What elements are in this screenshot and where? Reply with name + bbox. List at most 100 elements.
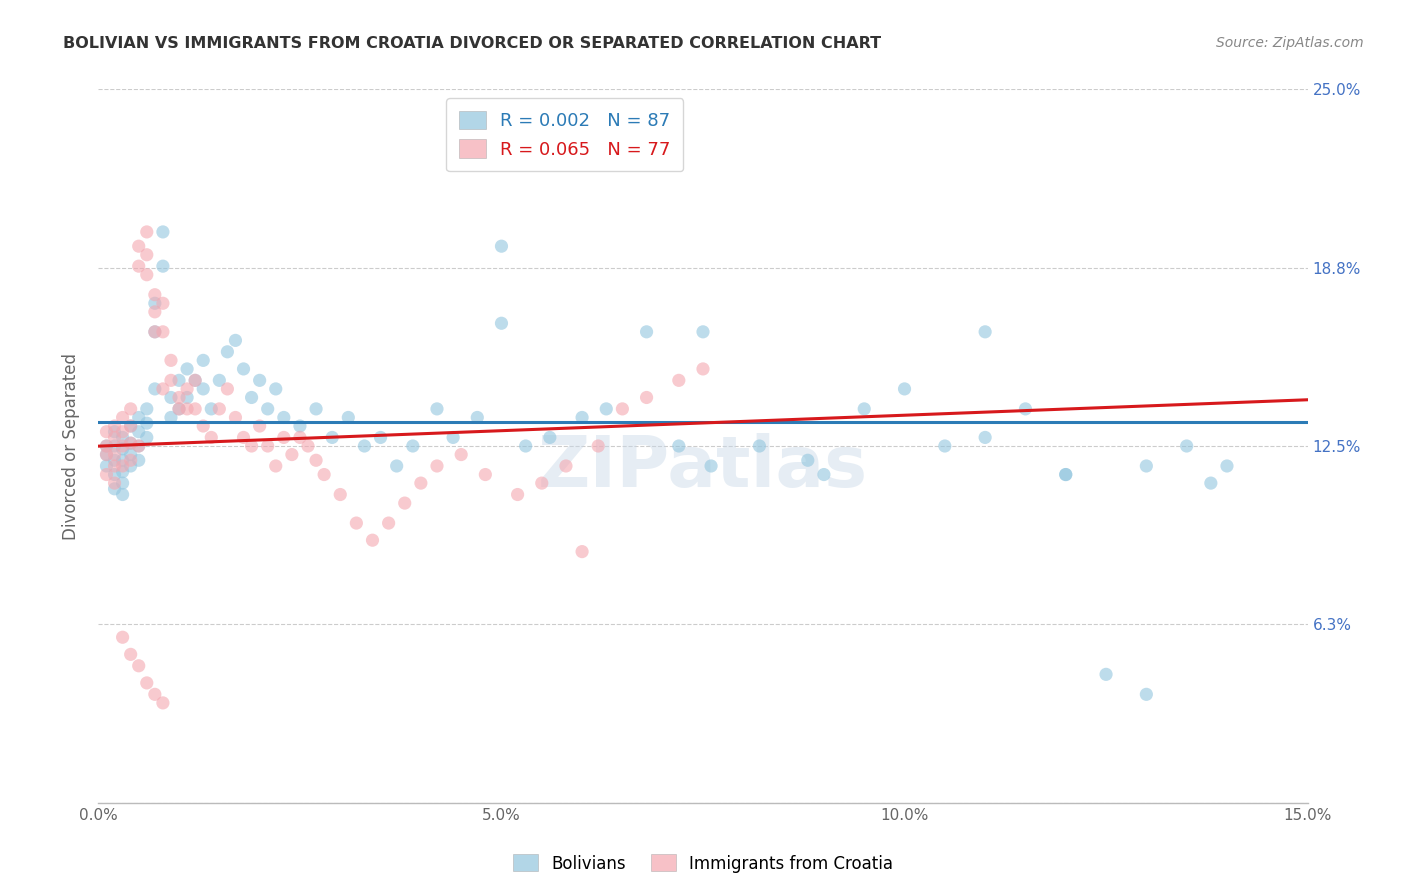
Point [152,225,174,239]
Point [120,458,142,473]
Point [571,544,593,558]
Point [143,382,166,396]
Point [135,268,157,282]
Point [668,439,690,453]
Point [530,476,553,491]
Point [217,344,239,359]
Point [111,425,134,439]
Point [160,410,183,425]
Point [111,430,134,444]
Point [160,373,183,387]
Point [465,410,488,425]
Point [232,430,254,444]
Point [273,410,295,425]
Point [111,453,134,467]
Point [193,419,215,434]
Point [103,482,125,496]
Point [152,296,174,310]
Point [128,425,150,439]
Point [103,425,125,439]
Point [103,419,125,434]
Point [96,467,118,482]
Point [281,448,304,462]
Point [256,401,278,416]
Point [111,630,134,644]
Point [143,287,166,301]
Point [249,419,271,434]
Point [1199,476,1222,491]
Point [184,373,207,387]
Point [143,305,166,319]
Point [135,248,157,262]
Point [273,430,295,444]
Point [409,476,432,491]
Point [264,458,287,473]
Point [1054,467,1077,482]
Point [135,430,157,444]
Point [692,362,714,376]
Point [224,410,246,425]
Point [96,448,118,462]
Point [152,696,174,710]
Point [96,425,118,439]
Point [184,373,207,387]
Point [111,410,134,425]
Point [402,439,425,453]
Point [321,430,343,444]
Point [297,439,319,453]
Point [120,436,142,450]
Point [385,458,408,473]
Text: BOLIVIAN VS IMMIGRANTS FROM CROATIA DIVORCED OR SEPARATED CORRELATION CHART: BOLIVIAN VS IMMIGRANTS FROM CROATIA DIVO… [63,36,882,51]
Point [200,430,222,444]
Point [152,325,174,339]
Point [120,419,142,434]
Point [176,362,198,376]
Point [668,373,690,387]
Text: ZIPatlas: ZIPatlas [538,433,868,502]
Point [1175,439,1198,453]
Point [103,467,125,482]
Legend: R = 0.002   N = 87, R = 0.065   N = 77: R = 0.002 N = 87, R = 0.065 N = 77 [446,98,683,171]
Point [128,239,150,253]
Point [120,453,142,467]
Point [152,382,174,396]
Point [96,439,118,453]
Point [120,448,142,462]
Point [167,391,190,405]
Point [120,648,142,662]
Point [120,436,142,450]
Point [797,453,820,467]
Text: Source: ZipAtlas.com: Source: ZipAtlas.com [1216,36,1364,50]
Point [370,430,392,444]
Point [491,239,513,253]
Point [377,516,399,530]
Point [249,373,271,387]
Point [344,516,367,530]
Point [208,401,231,416]
Point [305,401,328,416]
Point [103,458,125,473]
Point [337,410,360,425]
Point [361,533,384,548]
Point [120,419,142,434]
Point [571,410,593,425]
Point [128,259,150,273]
Point [143,296,166,310]
Point [103,430,125,444]
Point [128,410,150,425]
Point [1216,458,1239,473]
Point [586,439,609,453]
Point [184,401,207,416]
Point [135,416,157,430]
Point [103,453,125,467]
Point [176,391,198,405]
Point [305,453,328,467]
Point [813,467,835,482]
Point [224,334,246,348]
Point [128,439,150,453]
Point [128,453,150,467]
Point [426,458,449,473]
Point [167,373,190,387]
Point [111,458,134,473]
Point [96,458,118,473]
